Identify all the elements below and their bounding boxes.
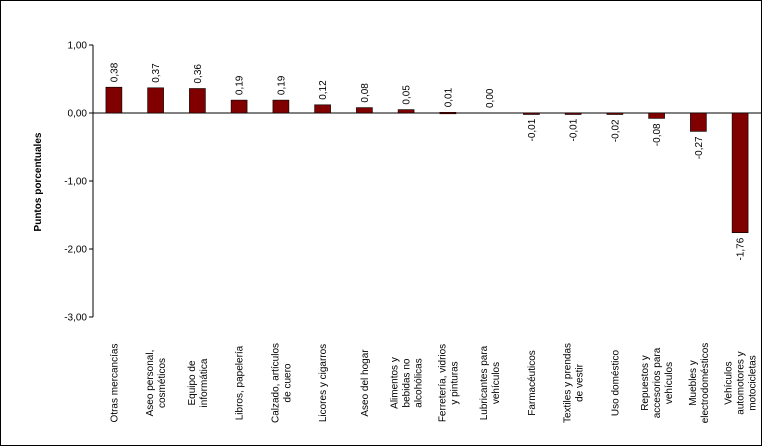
data-label: 0,19 xyxy=(235,75,246,95)
y-axis: 1,00 0,00 -1,00 -2,00 -3,00 xyxy=(64,41,761,324)
category-label-line: Calzado, artículos xyxy=(270,343,281,423)
category-label: Calzado, artículos de cuero xyxy=(270,343,293,423)
data-labels: 0,38 0,37 0,36 0,19 0,19 0,12 0,08 0,05 0,01 0,00… xyxy=(109,62,746,260)
bar xyxy=(731,112,749,233)
category-label-line: accesorios para xyxy=(652,347,663,418)
category-label-line: Otras mercancías xyxy=(109,344,120,423)
data-label: -0,01 xyxy=(527,118,538,141)
category-label-line: informática xyxy=(199,358,210,407)
category-label-line: alcohólicas xyxy=(414,358,425,407)
category-label-line: vehículos xyxy=(491,362,502,404)
y-tick-label: -1,00 xyxy=(64,177,87,188)
category-label: Otras mercancías xyxy=(109,344,120,423)
data-label: -1,76 xyxy=(736,237,747,260)
category-label-line: electrodomésticos xyxy=(700,343,711,424)
bar xyxy=(606,112,624,115)
data-label: 0,01 xyxy=(443,87,454,107)
bar xyxy=(356,107,373,114)
data-label: 0,38 xyxy=(109,62,120,82)
data-label: -0,27 xyxy=(694,136,705,159)
category-label-line: cosméticos xyxy=(157,358,168,408)
category-label-line: Aseo personal, xyxy=(145,350,156,417)
category-label-line: Aseo del hogar xyxy=(360,349,371,417)
category-label: Libros, papelería xyxy=(235,345,246,420)
category-label-line: de vestir xyxy=(575,363,586,401)
bars xyxy=(105,86,749,233)
bar xyxy=(105,86,123,114)
category-label-line: Vehículos xyxy=(724,361,735,404)
data-label: -0,01 xyxy=(569,118,580,141)
category-label-line: Textiles y prendas xyxy=(563,343,574,423)
category-label-line: Libros, papelería xyxy=(235,345,246,420)
category-label: Muebles y electrodomésticos xyxy=(688,343,711,424)
category-labels: Otras mercancías Aseo personal, cosméticos… xyxy=(109,343,758,424)
data-label: 0,37 xyxy=(151,63,162,83)
data-label: 0,19 xyxy=(276,75,287,95)
data-label: -0,02 xyxy=(610,119,621,142)
category-label-line: Lubricantes para xyxy=(479,345,490,420)
category-label: Aseo del hogar xyxy=(360,349,371,417)
bar xyxy=(397,109,415,114)
category-label-line: bebidas no xyxy=(402,358,413,407)
category-label-line: Licores y cigarros xyxy=(318,344,329,422)
y-tick-label: 1,00 xyxy=(68,41,88,52)
bar xyxy=(439,112,457,115)
category-label-line: motocicletas xyxy=(748,355,759,411)
bar xyxy=(690,112,707,132)
category-label: Textiles y prendas de vestir xyxy=(563,343,586,423)
category-label-line: Repuestos y xyxy=(640,355,651,411)
y-tick-label: -2,00 xyxy=(64,245,87,256)
bar xyxy=(523,112,540,115)
category-label: Equipo de informática xyxy=(187,358,210,407)
category-label-line: Equipo de xyxy=(187,360,198,405)
bar xyxy=(230,99,248,114)
category-label-line: Alimentos y xyxy=(390,357,401,409)
y-tick-label: 0,00 xyxy=(68,109,88,120)
data-label: 0,05 xyxy=(402,85,413,105)
category-label: Repuestos y accesorios para vehículos xyxy=(640,347,675,418)
category-label-line: automotores y xyxy=(736,351,747,414)
category-label: Ferretería, vidrios y pinturas xyxy=(437,344,460,422)
data-label: -0,08 xyxy=(652,123,663,146)
bar xyxy=(314,104,331,114)
bar xyxy=(648,112,665,119)
category-label: Licores y cigarros xyxy=(318,344,329,422)
category-label-line: Muebles y xyxy=(688,360,699,406)
category-label: Lubricantes para vehículos xyxy=(479,345,502,420)
category-label-line: de cuero xyxy=(282,363,293,402)
data-label: 0,08 xyxy=(360,83,371,103)
category-label-line: Farmacéuticos xyxy=(527,350,538,416)
bar xyxy=(189,88,206,114)
bar xyxy=(272,99,290,114)
category-label: Aseo personal, cosméticos xyxy=(145,350,168,417)
bar xyxy=(564,112,582,115)
bar xyxy=(147,87,164,114)
data-label: 0,36 xyxy=(193,64,204,84)
category-label-line: y pinturas xyxy=(449,361,460,404)
category-label-line: Ferretería, vidrios xyxy=(437,344,448,422)
category-label: Uso doméstico xyxy=(610,349,621,416)
category-label-line: vehículos xyxy=(664,362,675,404)
data-label: 0,12 xyxy=(318,80,329,100)
data-label: 0,00 xyxy=(485,88,496,108)
y-axis-label: Puntos porcentuales xyxy=(33,132,44,231)
category-label: Farmacéuticos xyxy=(527,350,538,416)
category-label-line: Uso doméstico xyxy=(610,349,621,416)
category-label: Alimentos y bebidas no alcohólicas xyxy=(390,357,425,409)
category-label: Vehículos automotores y motocicletas xyxy=(724,351,759,414)
y-tick-label: -3,00 xyxy=(64,313,87,324)
